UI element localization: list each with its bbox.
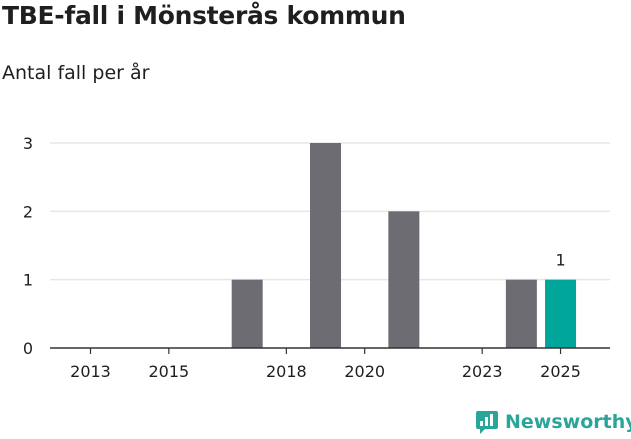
x-tick-label-2020: 2020 [344,362,385,381]
x-tick-label-2013: 2013 [70,362,111,381]
x-tick-label-2015: 2015 [148,362,189,381]
chart-subtitle: Antal fall per år [2,62,150,84]
x-tick-label-2018: 2018 [266,362,307,381]
bar-2017 [231,279,263,348]
y-tick-label-0: 0 [23,339,33,358]
brand-name: Newsworthy [505,411,631,433]
y-tick-label-3: 3 [23,134,33,153]
y-tick-label-2: 2 [23,202,33,221]
bar-2024 [505,279,537,348]
newsworthy-logo: Newsworthy [475,407,631,437]
newsworthy-logo-icon [476,411,498,434]
bar-2025 [545,279,577,348]
data-label-2025: 1 [555,251,565,270]
x-tick-label-2023: 2023 [462,362,503,381]
y-tick-label-1: 1 [23,271,33,290]
chart-title: TBE-fall i Mönsterås kommun [2,1,406,30]
bar-2019 [310,143,342,348]
bar-2021 [388,211,420,348]
x-tick-label-2025: 2025 [540,362,581,381]
